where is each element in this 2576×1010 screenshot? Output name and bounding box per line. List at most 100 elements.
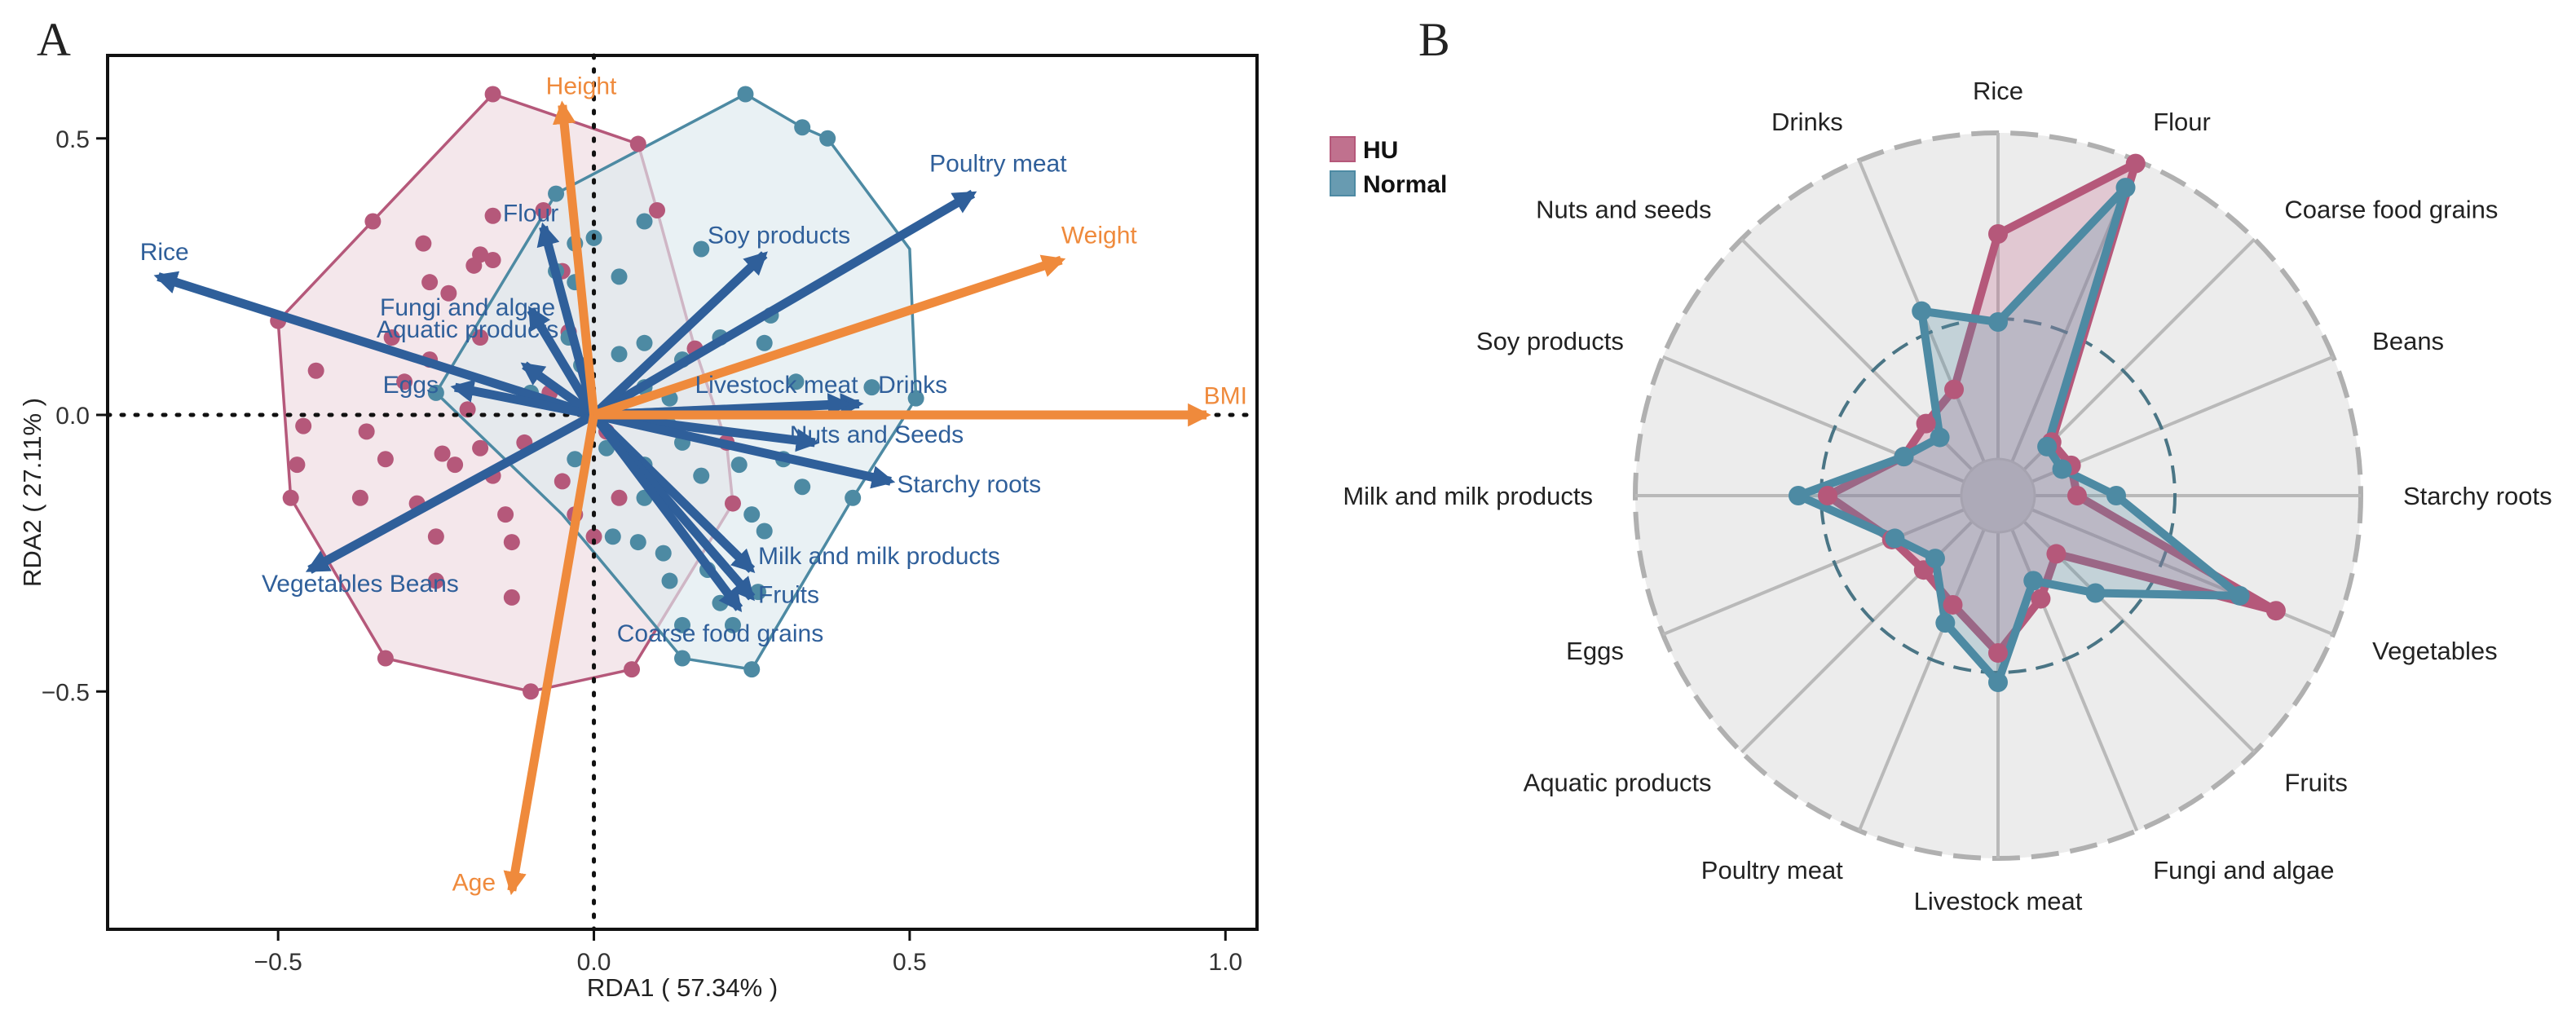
radar-label-rice: Rice <box>1973 77 2023 105</box>
radar-label-vegetables: Vegetables <box>2372 637 2497 665</box>
radar-point-hu <box>1943 594 1963 615</box>
radar-label-coarse-food-grains: Coarse food grains <box>2284 196 2498 224</box>
vector-label-weight: Weight <box>1061 223 1137 249</box>
radar-label-flour: Flour <box>2153 108 2211 136</box>
radar-label-drinks: Drinks <box>1771 108 1843 136</box>
point-hu <box>351 489 368 506</box>
point-normal <box>567 451 584 468</box>
point-hu <box>282 489 299 506</box>
vector-label-bmi: BMI <box>1204 382 1247 409</box>
x-tick-label: 0.0 <box>577 949 611 976</box>
radar-spoke <box>2022 237 2256 471</box>
point-normal <box>674 650 690 667</box>
point-normal <box>629 534 646 551</box>
vector-soy-products <box>590 251 768 419</box>
vector-starchy-roots <box>593 410 896 489</box>
radar-point-normal <box>1935 613 1956 633</box>
point-hu <box>377 451 394 468</box>
legend-swatch-hu <box>1330 136 1356 162</box>
point-hu <box>364 213 382 230</box>
panel-a-label: A <box>37 13 71 66</box>
point-hu <box>295 417 312 434</box>
point-hu <box>415 235 432 252</box>
vector-label-coarse-food-grains: Coarse food grains <box>617 620 823 647</box>
point-hu <box>427 528 444 545</box>
vector-coarse-food-grains <box>590 412 743 613</box>
point-normal <box>693 467 710 484</box>
radar-point-normal <box>2052 459 2072 479</box>
point-hu <box>447 456 464 474</box>
vector-fungi-and-algae <box>527 306 598 417</box>
point-normal <box>661 572 678 589</box>
point-normal <box>845 489 862 506</box>
radar-spoke <box>2031 355 2334 483</box>
radar-spoke <box>1662 508 1965 637</box>
point-hu <box>523 683 540 700</box>
point-normal <box>794 479 811 496</box>
point-normal <box>655 545 672 562</box>
radar-point-normal <box>2037 436 2058 456</box>
radar-label-eggs: Eggs <box>1566 637 1624 665</box>
vector-age <box>503 414 598 896</box>
radar-point-hu <box>2046 544 2067 564</box>
vector-label-soy-products: Soy products <box>708 223 850 249</box>
radar-point-hu <box>1944 379 1965 399</box>
point-hu <box>396 373 413 390</box>
point-hu <box>503 589 520 606</box>
point-hu <box>465 257 483 274</box>
point-hu <box>440 284 457 302</box>
legend-label-normal: Normal <box>1363 171 1447 198</box>
x-axis-title: RDA1 ( 57.34% ) <box>587 973 778 1002</box>
point-normal <box>907 390 924 407</box>
radar-point-normal <box>1789 486 1808 505</box>
point-hu <box>497 506 514 523</box>
radar-label-fruits: Fruits <box>2284 768 2348 796</box>
radar-point-hu <box>1916 413 1936 434</box>
point-hu <box>611 489 628 506</box>
point-hu <box>434 445 451 462</box>
radar-point-normal <box>2106 486 2126 505</box>
point-normal <box>787 373 805 390</box>
radar-point-normal <box>1988 312 2008 332</box>
point-hu <box>503 534 520 551</box>
point-normal <box>730 456 748 474</box>
point-normal <box>863 379 880 396</box>
radar-point-normal <box>1988 673 2008 692</box>
plot-frame <box>106 54 1259 931</box>
point-normal <box>693 240 710 258</box>
point-normal <box>794 119 811 136</box>
vector-label-livestock-meat: Livestock meat <box>695 372 858 399</box>
point-hu <box>484 252 501 269</box>
x-tick-label: 1.0 <box>1208 949 1242 976</box>
radar-point-normal <box>1912 301 1932 321</box>
point-hu <box>484 86 501 103</box>
point-normal <box>674 616 690 633</box>
point-normal <box>611 268 628 285</box>
point-normal <box>611 346 628 363</box>
vector-label-fungi-and-algae: Fungi and algae <box>380 294 555 321</box>
radar-point-normal <box>2085 583 2106 603</box>
point-hu <box>307 362 324 379</box>
vector-weight <box>592 254 1066 420</box>
radar-center <box>1960 457 2036 534</box>
vector-label-poultry-meat: Poultry meat <box>929 150 1067 177</box>
radar-label-fungi-and-algae: Fungi and algae <box>2153 856 2334 884</box>
vector-label-vegetables-beans: Vegetables Beans <box>262 571 459 598</box>
point-hu <box>535 201 552 218</box>
radar-label-aquatic-products: Aquatic products <box>1524 768 1712 796</box>
vector-label-flour: Flour <box>503 201 558 227</box>
point-normal <box>724 616 741 633</box>
radar-spoke <box>1662 355 1965 483</box>
point-normal <box>548 185 565 202</box>
vector-label-eggs: Eggs <box>383 372 439 399</box>
point-normal <box>636 213 653 230</box>
vector-eggs <box>450 379 595 420</box>
radar-point-normal <box>1885 528 1905 549</box>
radar-label-starchy-roots: Starchy roots <box>2403 482 2552 510</box>
radar-point-normal <box>1930 427 1950 448</box>
radar-point-normal <box>1894 447 1914 467</box>
radar-point-normal <box>2115 178 2136 198</box>
legend-label-hu: HU <box>1363 137 1398 164</box>
